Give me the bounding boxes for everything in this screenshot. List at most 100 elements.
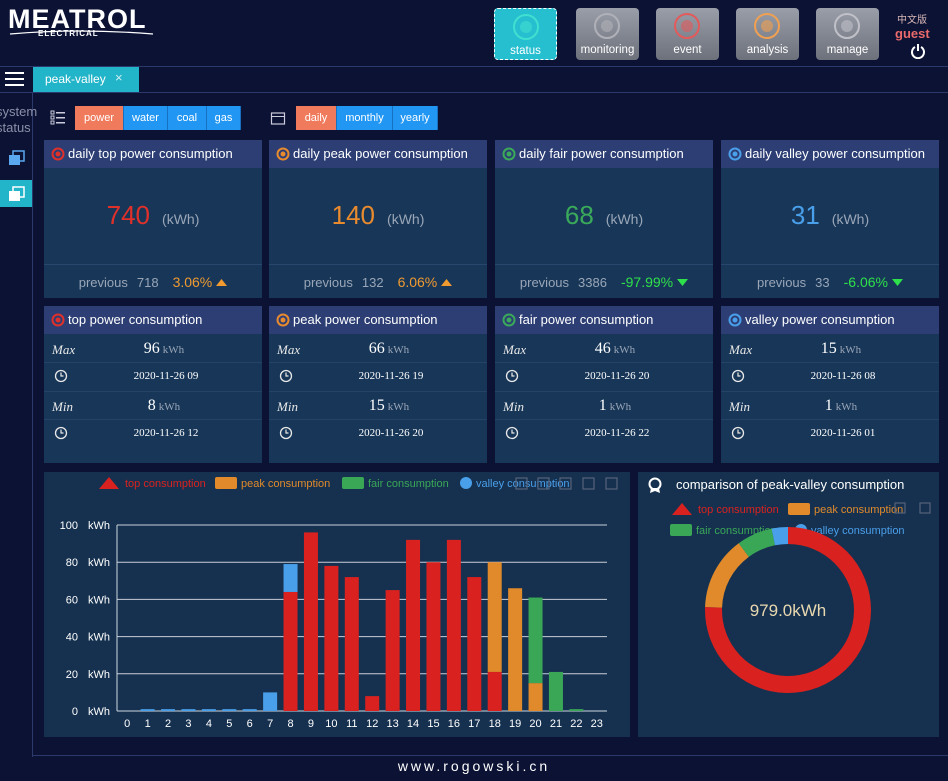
list-icon [50, 110, 65, 125]
stat-time: 2020-11-26 20 [584, 370, 650, 382]
stat-unit: kWh [839, 344, 862, 356]
icon-dot [761, 20, 773, 32]
sidebar-label: system status [0, 104, 38, 135]
bar [426, 562, 441, 711]
period-button[interactable]: monthly [337, 106, 393, 130]
x-tick-label: 19 [509, 718, 521, 730]
nav-label: status [510, 45, 541, 57]
user: guest [895, 26, 930, 41]
bar [201, 709, 216, 711]
footer: www.rogowski.cn [397, 758, 551, 774]
previous-label: previous [519, 274, 570, 290]
energy-button[interactable]: coal [168, 106, 207, 130]
y-tick-label: 20 [66, 669, 78, 681]
x-tick-label: 23 [591, 718, 603, 730]
icon-circle [505, 426, 519, 440]
bar [487, 562, 502, 672]
icon-ribbon [650, 488, 660, 493]
icon-dot [681, 20, 693, 32]
value-row: 31 (kWh) [721, 200, 939, 231]
stat-label: Min [52, 399, 73, 414]
energy-button[interactable]: water [124, 106, 168, 130]
card-title: daily fair power consumption [519, 146, 684, 161]
x-tick-label: 16 [448, 718, 460, 730]
stat-value-row: 96 kWh [104, 340, 224, 358]
card-value: 140 [331, 200, 376, 230]
x-tick-label: 20 [529, 718, 541, 730]
period-button[interactable]: yearly [393, 106, 438, 130]
stat-label: Min [277, 399, 298, 414]
stat-unit: kWh [158, 401, 181, 413]
stat-value-row: 15 kWh [781, 340, 901, 358]
previous-row: previous 132 6.06% [269, 274, 487, 290]
bar [528, 683, 543, 711]
x-tick-label: 9 [308, 718, 314, 730]
value-row: 140 (kWh) [269, 200, 487, 231]
sidebar-icon [9, 150, 25, 165]
card-header: fair power consumption [495, 306, 713, 334]
card-divider [269, 264, 487, 265]
icon-shape [9, 155, 20, 165]
sidebar-active[interactable] [0, 180, 32, 207]
nav-icon [674, 13, 700, 39]
row-divider [269, 419, 487, 420]
bar [161, 709, 176, 711]
previous-row: previous 3386 -97.99% [495, 274, 713, 290]
card-unit: (kWh) [162, 211, 200, 227]
icon-circle [276, 147, 290, 161]
bar [548, 671, 563, 711]
energy-button[interactable]: power [75, 106, 124, 130]
energy-button[interactable]: gas [207, 106, 241, 130]
icon-circle [54, 426, 68, 440]
stat-value: 1 [598, 397, 607, 414]
center-label: 979.0kWh [750, 601, 827, 620]
stat-value-row: 8 kWh [104, 397, 224, 415]
icon-shape [56, 122, 65, 124]
card-divider [495, 264, 713, 265]
y-unit: kWh [88, 520, 110, 532]
nav-button[interactable]: monitoring [576, 8, 639, 60]
card-icon [502, 313, 516, 327]
donut-segment [771, 527, 788, 546]
bar [508, 588, 523, 711]
nav-button[interactable]: analysis [736, 8, 799, 60]
row-divider [721, 391, 939, 392]
y-tick-label: 60 [66, 594, 78, 606]
power-icon [911, 44, 925, 59]
x-tick-label: 12 [366, 718, 378, 730]
stat-time: 2020-11-26 22 [584, 427, 650, 439]
tab[interactable]: peak-valley × [33, 67, 139, 92]
nav-button[interactable]: event [656, 8, 719, 60]
change-arrow [677, 279, 689, 286]
timer-icon [731, 426, 745, 440]
y-unit: kWh [88, 706, 110, 718]
nav-button[interactable]: status [494, 8, 557, 60]
toolbar-icon [919, 502, 931, 514]
nav-label: event [673, 44, 702, 56]
card-header: peak power consumption [269, 306, 487, 334]
period-button[interactable]: daily [296, 106, 337, 130]
tab-bar-line [0, 92, 948, 93]
logo-swoosh [9, 30, 154, 35]
x-tick-label: 6 [247, 718, 253, 730]
change-arrow [441, 279, 453, 286]
x-tick-label: 13 [387, 718, 399, 730]
icon-dot [506, 317, 512, 323]
legend-label: top consumption [698, 504, 779, 516]
icon-dot [601, 20, 613, 32]
legend-symbol [99, 477, 119, 489]
icon-circle [502, 147, 516, 161]
bar [283, 564, 298, 592]
previous-row: previous 718 3.06% [44, 274, 262, 290]
row-divider [44, 419, 262, 420]
bar [242, 709, 257, 711]
previous-label: previous [303, 274, 353, 290]
x-tick-label: 3 [185, 718, 191, 730]
stat-label: Max [503, 342, 527, 357]
icon-dot [55, 151, 61, 157]
language[interactable]: 中文版 [897, 15, 927, 26]
value-row: 740 (kWh) [44, 200, 262, 231]
nav-button[interactable]: manage [816, 8, 879, 60]
card-value: 68 [564, 200, 594, 230]
